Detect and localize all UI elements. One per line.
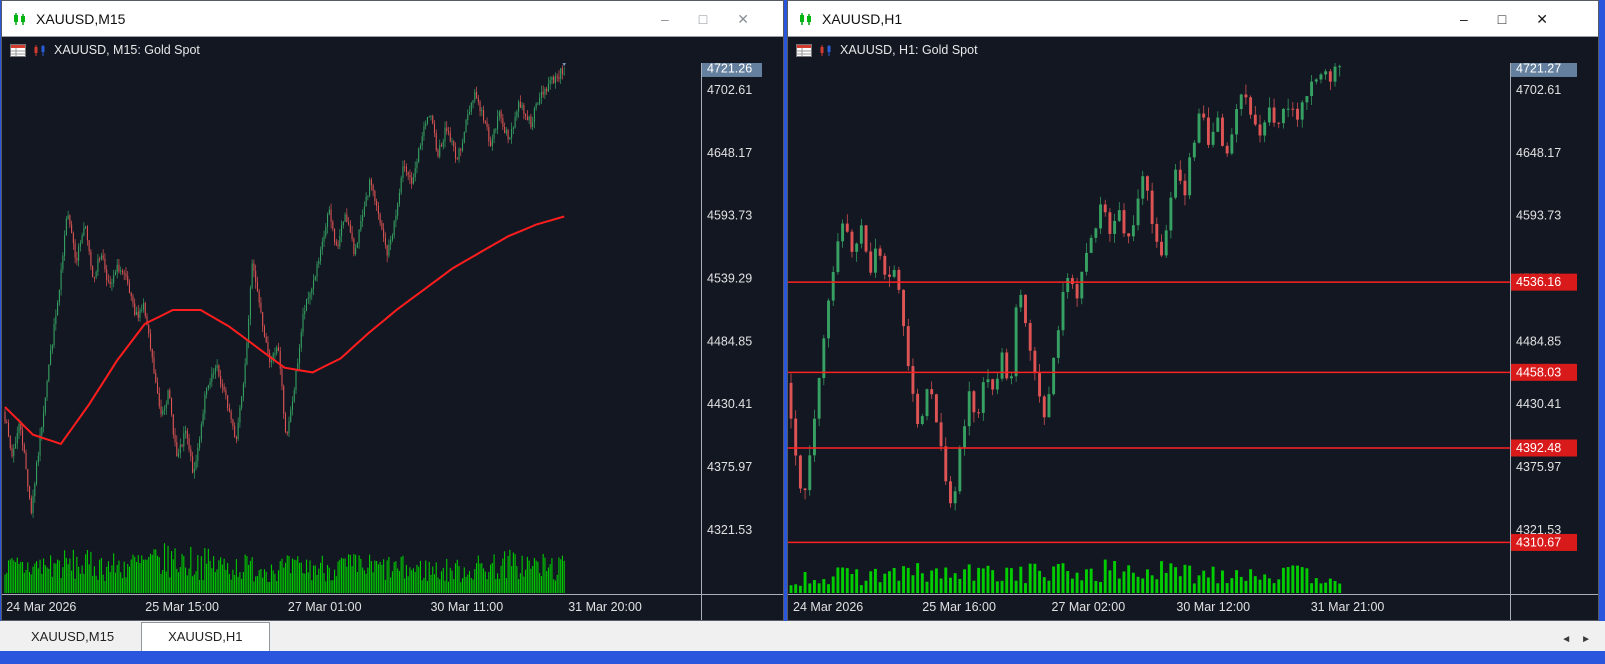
ohlc-table-icon[interactable] [10, 43, 26, 57]
chart-symbol-icon [12, 12, 28, 26]
svg-text:4536.16: 4536.16 [1516, 275, 1561, 289]
window-controls: – □ ✕ [1460, 12, 1548, 26]
svg-text:4375.97: 4375.97 [707, 460, 752, 474]
svg-text:4484.85: 4484.85 [1516, 334, 1561, 348]
svg-text:4648.17: 4648.17 [707, 146, 752, 160]
svg-text:24 Mar 2026: 24 Mar 2026 [6, 600, 76, 614]
tab-scroll-arrows: ◄ ► [1561, 635, 1601, 651]
tab-xauusd-h1[interactable]: XAUUSD,H1 [141, 622, 270, 651]
chart-header-h1: XAUUSD, H1: Gold Spot [788, 37, 1598, 63]
svg-text:31 Mar 21:00: 31 Mar 21:00 [1311, 600, 1385, 614]
svg-text:4321.53: 4321.53 [707, 523, 752, 537]
svg-text:30 Mar 12:00: 30 Mar 12:00 [1176, 600, 1250, 614]
svg-text:4721.26: 4721.26 [707, 63, 752, 75]
chart-window-h1: XAUUSD,H1 – □ ✕ XAUUSD, H1: Gold Spot [787, 0, 1599, 621]
chart-symbol-label: XAUUSD, H1: Gold Spot [840, 43, 978, 57]
chart-client-h1: XAUUSD, H1: Gold Spot 4702.61 4648.17 4593… [788, 37, 1598, 620]
tab-xauusd-m15[interactable]: XAUUSD,M15 [31, 629, 115, 644]
ohlc-table-icon[interactable] [796, 43, 812, 57]
chart-client-m15: XAUUSD, M15: Gold Spot 4702.61 4648.17 459… [2, 37, 783, 620]
svg-text:4702.61: 4702.61 [707, 83, 752, 97]
price-chart-m15[interactable]: 4702.61 4648.17 4593.73 4539.29 4484.85 4430.… [2, 63, 783, 620]
svg-text:27 Mar 01:00: 27 Mar 01:00 [288, 600, 362, 614]
svg-text:4648.17: 4648.17 [1516, 146, 1561, 160]
svg-text:4702.61: 4702.61 [1516, 83, 1561, 97]
window-titlebar-h1[interactable]: XAUUSD,H1 – □ ✕ [788, 1, 1598, 37]
svg-text:27 Mar 02:00: 27 Mar 02:00 [1052, 600, 1126, 614]
svg-text:4484.85: 4484.85 [707, 334, 752, 348]
svg-text:4593.73: 4593.73 [1516, 209, 1561, 223]
chart-symbol-icon [798, 12, 814, 26]
chart-window-m15: XAUUSD,M15 – □ ✕ XAUUSD, M15: Gold Spot [1, 0, 784, 621]
chart-windows-row: XAUUSD,M15 – □ ✕ XAUUSD, M15: Gold Spot [1, 0, 1599, 621]
svg-text:4310.67: 4310.67 [1516, 535, 1561, 549]
close-button[interactable]: ✕ [1536, 10, 1548, 27]
window-title: XAUUSD,M15 [36, 10, 126, 27]
chart-symbol-label: XAUUSD, M15: Gold Spot [54, 43, 200, 57]
tab-scroll-left-button[interactable]: ◄ [1561, 634, 1572, 645]
svg-text:4375.97: 4375.97 [1516, 460, 1561, 474]
tab-scroll-right-button[interactable]: ► [1581, 634, 1591, 645]
minimize-button[interactable]: – [661, 10, 669, 27]
svg-text:4321.53: 4321.53 [1516, 523, 1561, 537]
chart-header-m15: XAUUSD, M15: Gold Spot [2, 37, 783, 63]
svg-text:25 Mar 15:00: 25 Mar 15:00 [145, 600, 219, 614]
svg-text:4430.41: 4430.41 [707, 397, 752, 411]
svg-text:30 Mar 11:00: 30 Mar 11:00 [430, 600, 503, 614]
window-title: XAUUSD,H1 [822, 10, 903, 27]
minimize-button[interactable]: – [1460, 10, 1468, 27]
svg-text:4458.03: 4458.03 [1516, 365, 1561, 379]
svg-text:4539.29: 4539.29 [707, 272, 752, 286]
svg-text:4721.27: 4721.27 [1516, 63, 1561, 75]
candlestick-chart-icon[interactable] [818, 44, 834, 57]
window-controls: – □ ✕ [661, 12, 749, 26]
chart-tab-bar: XAUUSD,M15 XAUUSD,H1 ◄ ► [0, 621, 1605, 651]
window-titlebar-m15[interactable]: XAUUSD,M15 – □ ✕ [2, 1, 783, 37]
svg-text:24 Mar 2026: 24 Mar 2026 [793, 600, 863, 614]
svg-text:4392.48: 4392.48 [1516, 441, 1561, 455]
maximize-button[interactable]: □ [698, 10, 708, 27]
svg-text:25 Mar 16:00: 25 Mar 16:00 [922, 600, 996, 614]
price-chart-h1[interactable]: 4702.614648.174593.734539.294484.854430.… [788, 63, 1598, 620]
svg-text:4430.41: 4430.41 [1516, 397, 1561, 411]
close-button[interactable]: ✕ [737, 10, 749, 27]
svg-text:31 Mar 20:00: 31 Mar 20:00 [568, 600, 642, 614]
candlestick-chart-icon[interactable] [32, 44, 48, 57]
maximize-button[interactable]: □ [1497, 10, 1507, 27]
svg-text:4593.73: 4593.73 [707, 209, 752, 223]
